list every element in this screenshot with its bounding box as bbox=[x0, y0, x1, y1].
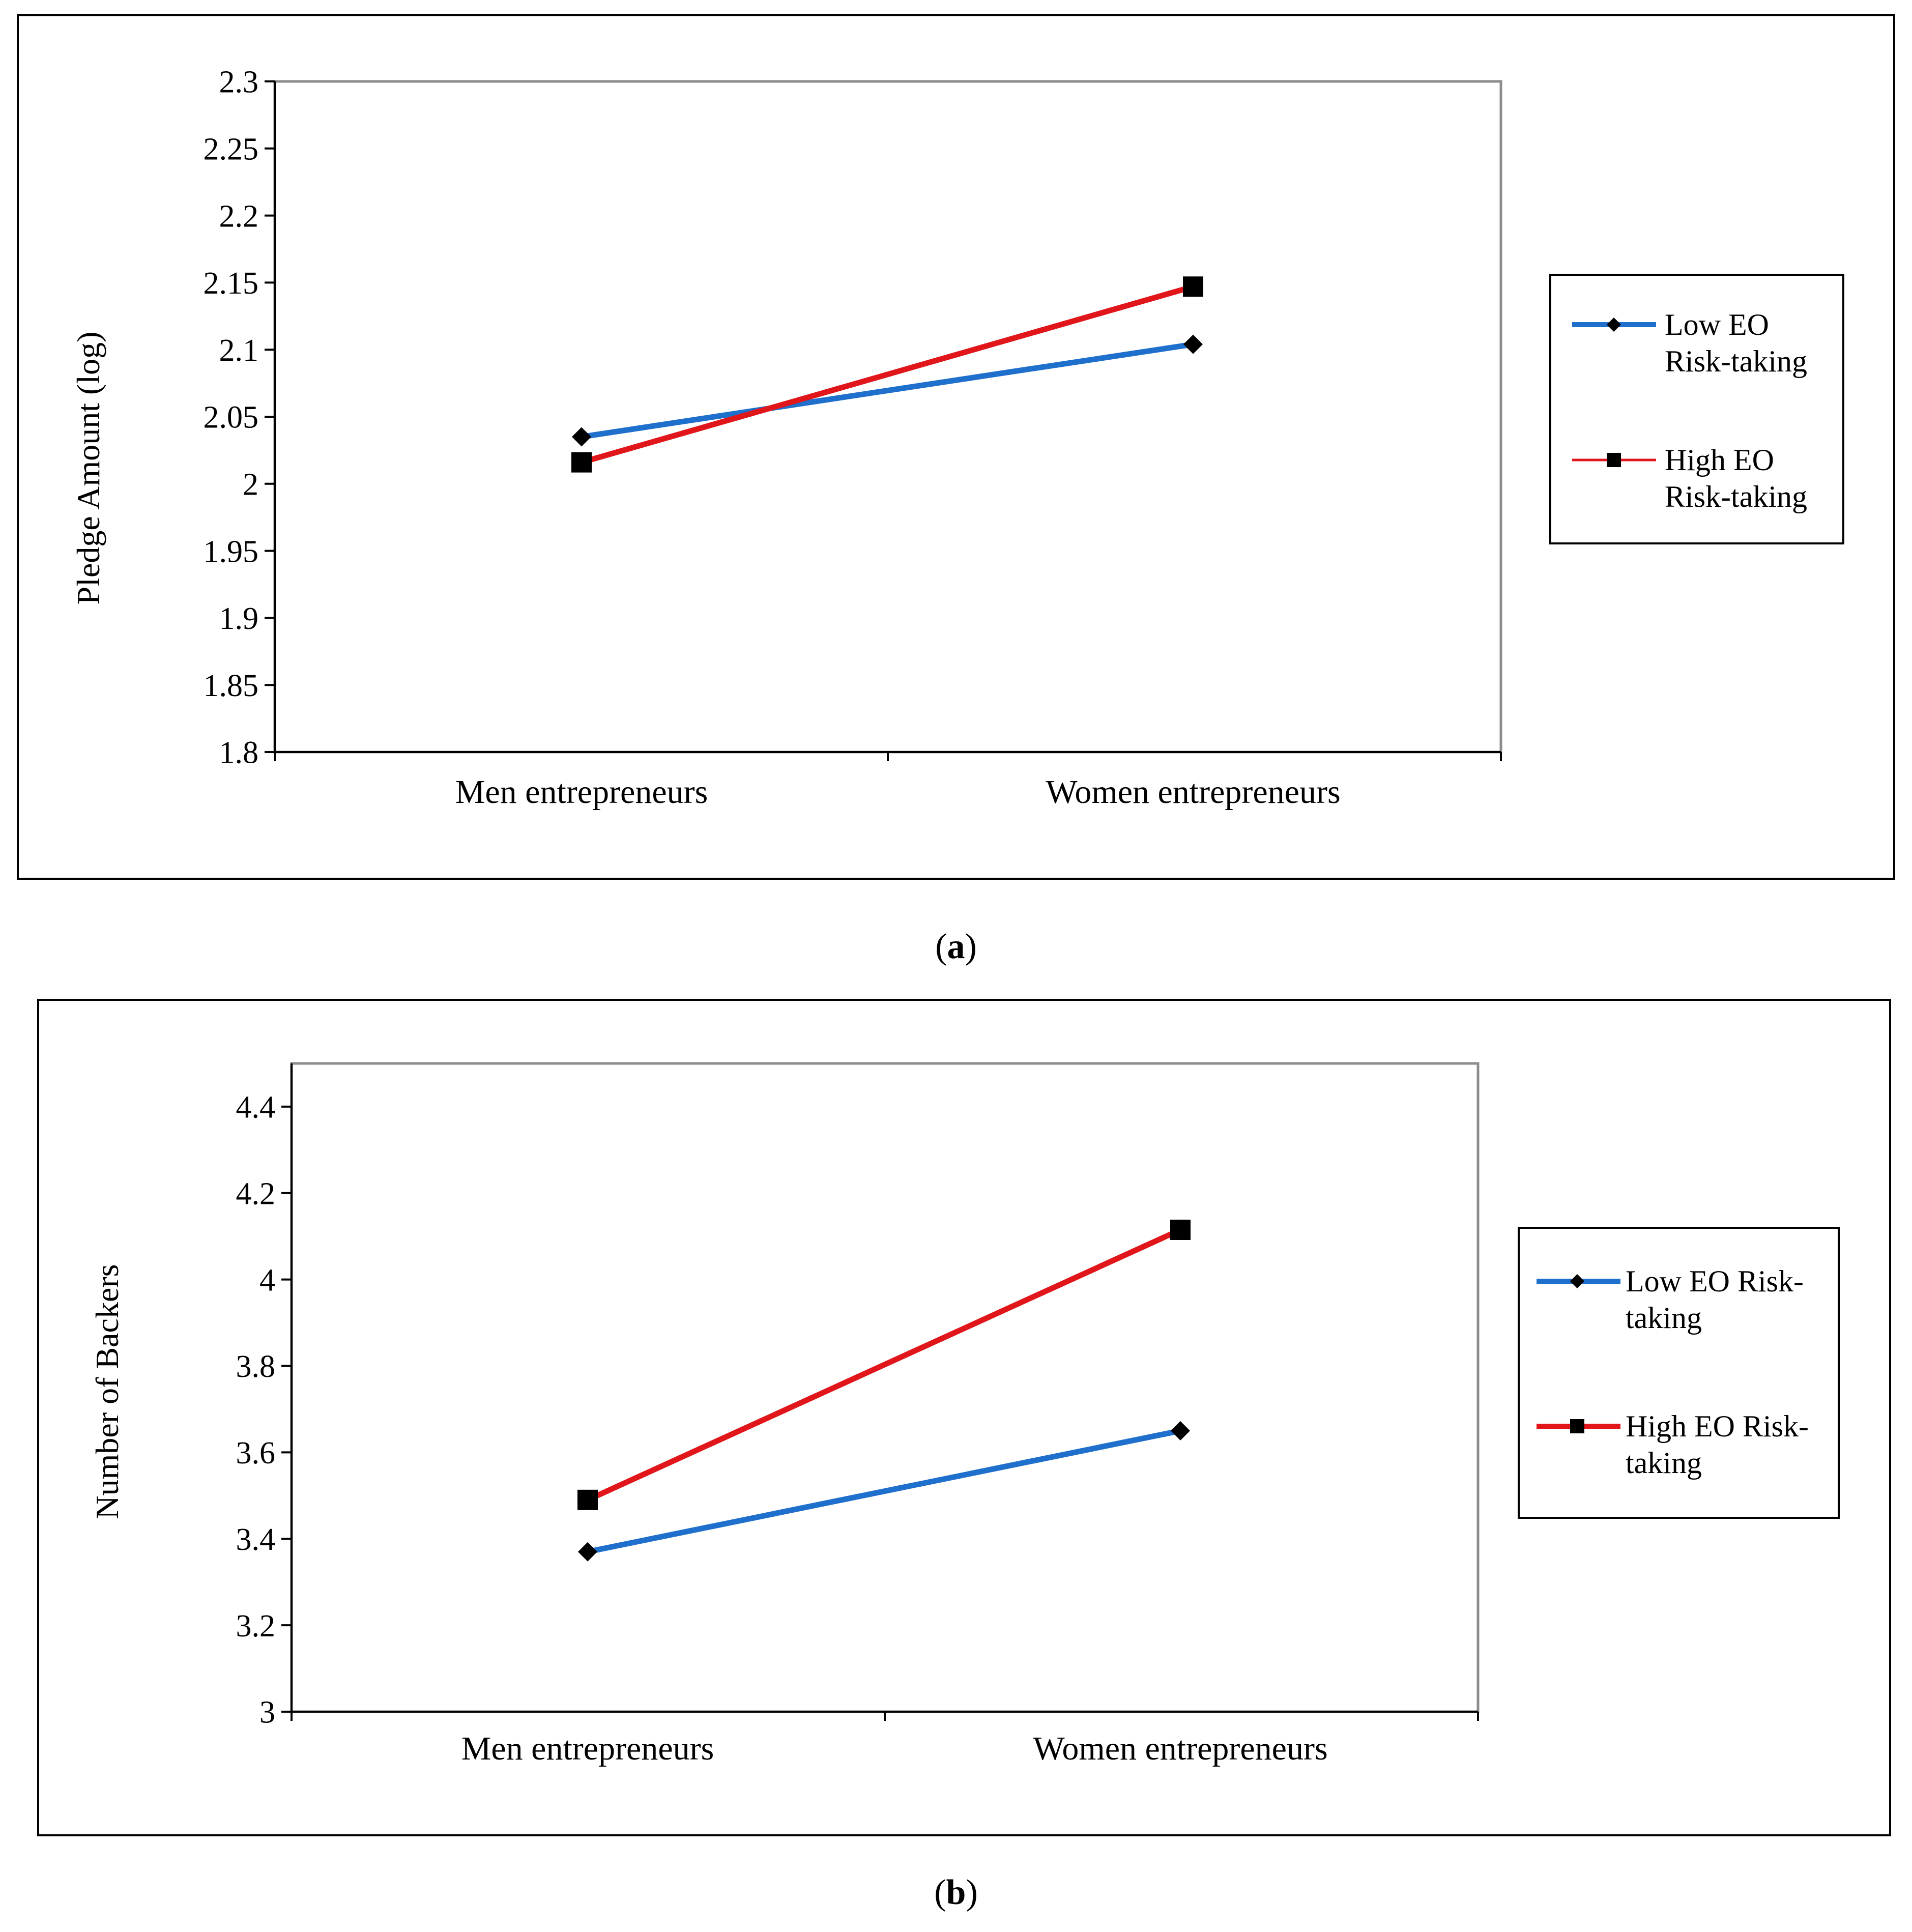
figure-caption: (b) bbox=[934, 1873, 978, 1912]
legend-marker-diamond bbox=[1570, 1274, 1584, 1288]
y-tick-label: 3.2 bbox=[236, 1609, 276, 1643]
legend-label: Low EO bbox=[1665, 308, 1769, 341]
y-tick-label: 3.4 bbox=[236, 1522, 276, 1557]
legend-label: High EO Risk- bbox=[1626, 1409, 1809, 1443]
caption-letter: a bbox=[947, 927, 965, 966]
y-tick-label: 3.6 bbox=[236, 1436, 276, 1470]
legend-label: taking bbox=[1626, 1301, 1702, 1335]
caption-open: ( bbox=[934, 1873, 946, 1912]
series-low-eo bbox=[578, 1421, 1190, 1562]
plot-area bbox=[273, 80, 1502, 754]
series-high-eo bbox=[577, 1219, 1191, 1510]
y-tick-label: 3.8 bbox=[236, 1349, 276, 1384]
series-line bbox=[578, 341, 1196, 440]
legend-label: Low EO Risk- bbox=[1626, 1264, 1804, 1298]
legend-box bbox=[1518, 1227, 1840, 1519]
data-point-square bbox=[577, 1489, 598, 1510]
chart-b: 3 3.2 3.4 3.6 3.8 4 4.2 4.4 Men entrepreneurs Wom… bbox=[37, 999, 1891, 1836]
legend-marker-diamond bbox=[1607, 318, 1621, 332]
legend-box bbox=[1549, 274, 1844, 544]
chart-frame bbox=[37, 999, 1891, 1836]
y-tick-label: 2.25 bbox=[204, 132, 259, 167]
y-tick-label: 2.05 bbox=[204, 400, 259, 435]
y-tick-label: 3 bbox=[259, 1695, 275, 1730]
legend-label: Risk-taking bbox=[1665, 480, 1807, 513]
y-tick-label: 1.95 bbox=[204, 534, 259, 569]
series-high-eo bbox=[571, 276, 1203, 473]
figure-caption: (a) bbox=[935, 927, 977, 966]
y-axis-label: Pledge Amount (log) bbox=[70, 332, 106, 605]
y-tick-label: 4.4 bbox=[236, 1090, 276, 1125]
data-point-diamond bbox=[1171, 1421, 1190, 1440]
y-tick-label: 2.2 bbox=[219, 199, 259, 234]
y-tick-label: 4.2 bbox=[236, 1177, 276, 1212]
series-low-eo bbox=[572, 334, 1203, 447]
plot-area bbox=[290, 1062, 1480, 1713]
data-point-diamond bbox=[572, 427, 591, 447]
series-line bbox=[585, 1428, 1183, 1555]
chart-frame bbox=[17, 14, 1895, 880]
y-tick-label: 1.9 bbox=[219, 601, 259, 636]
x-tick-label: Women entrepreneurs bbox=[1046, 773, 1340, 811]
legend-label: Risk-taking bbox=[1665, 344, 1807, 378]
y-tick-label: 1.85 bbox=[204, 669, 259, 703]
caption-close: ) bbox=[965, 927, 977, 966]
series-line bbox=[578, 283, 1196, 466]
caption-open: ( bbox=[935, 927, 947, 966]
chart-a: 1.8 1.85 1.9 1.95 2 2.05 2.1 2.15 2.2 2.25 2.3 Men … bbox=[17, 14, 1895, 880]
legend-label: High EO bbox=[1665, 443, 1774, 477]
legend-marker-square bbox=[1570, 1419, 1584, 1433]
x-tick-label: Men entrepreneurs bbox=[461, 1730, 714, 1767]
y-tick-label: 2.1 bbox=[219, 333, 259, 368]
legend-label: taking bbox=[1626, 1446, 1702, 1480]
legend-marker-square bbox=[1607, 453, 1621, 467]
y-tick-label: 2 bbox=[243, 468, 258, 502]
y-tick-label: 1.8 bbox=[219, 736, 259, 770]
y-axis-label: Number of Backers bbox=[89, 1264, 125, 1519]
data-point-diamond bbox=[578, 1542, 597, 1562]
y-tick-label: 4 bbox=[259, 1263, 275, 1297]
y-tick-label: 2.3 bbox=[219, 65, 259, 100]
series-line bbox=[585, 1227, 1183, 1503]
data-point-square bbox=[571, 452, 592, 473]
data-point-diamond bbox=[1183, 334, 1203, 354]
x-tick-label: Men entrepreneurs bbox=[455, 773, 708, 811]
caption-close: ) bbox=[966, 1873, 977, 1912]
y-tick-label: 2.15 bbox=[204, 266, 259, 301]
data-point-square bbox=[1170, 1219, 1191, 1240]
x-tick-label: Women entrepreneurs bbox=[1033, 1730, 1327, 1767]
caption-letter: b bbox=[946, 1873, 966, 1912]
data-point-square bbox=[1183, 276, 1203, 297]
